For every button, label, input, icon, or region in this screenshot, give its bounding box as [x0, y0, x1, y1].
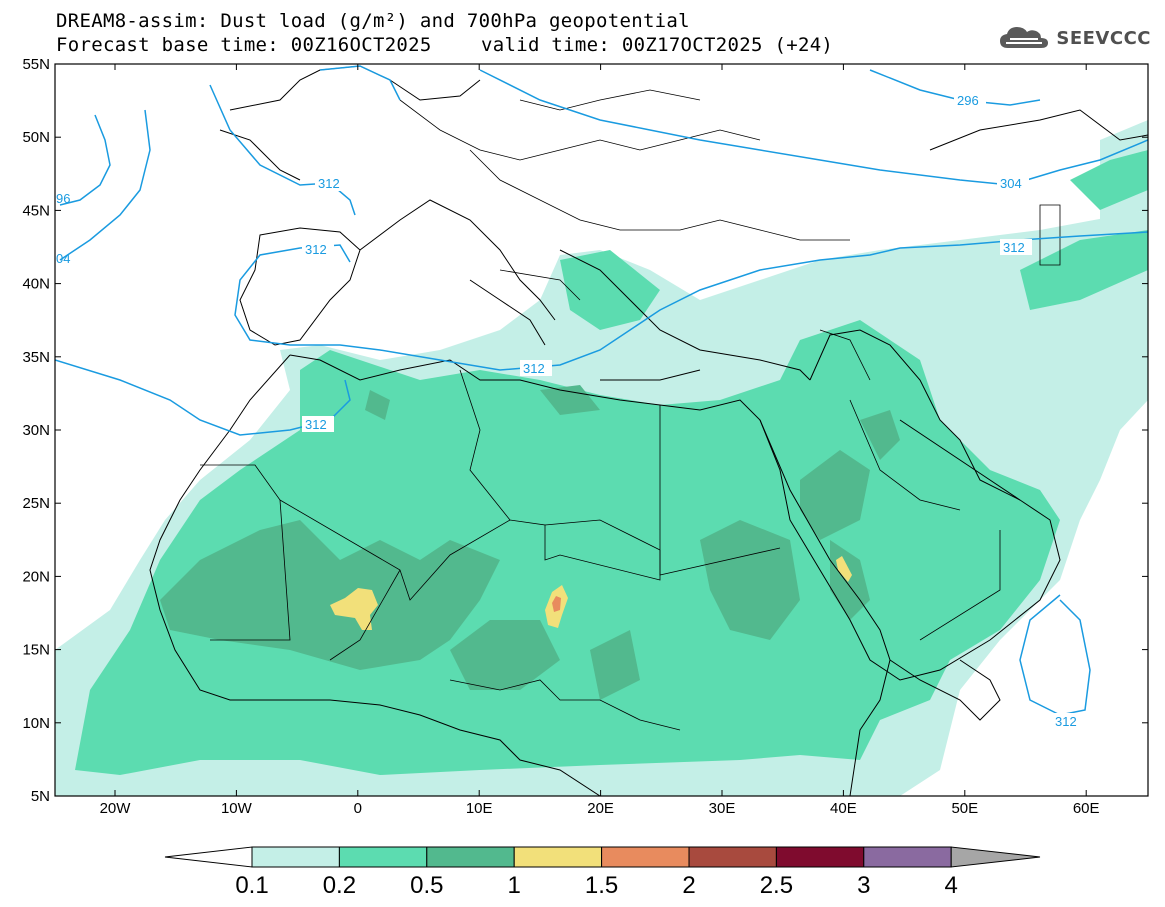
colorbar-swatch — [426, 846, 515, 868]
lat-tick-label: 30N — [22, 422, 50, 439]
colorbar-swatch — [863, 846, 952, 868]
cloud-icon — [1000, 27, 1049, 48]
contour-label: 312 — [305, 242, 327, 257]
contour-label: 312 — [1055, 714, 1077, 729]
longitude-axis: 20W 10W 0 10E 20E 30E 40E 50E 60E — [100, 64, 1100, 817]
colorbar-tick-label: 2.5 — [760, 872, 793, 899]
colorbar-tick-label: 1.5 — [585, 872, 618, 899]
colorbar-tick-label: 2 — [682, 872, 695, 899]
lat-tick-label: 35N — [22, 349, 50, 366]
lon-tick-label: 50E — [951, 800, 978, 817]
dust-layer-1 — [330, 556, 852, 630]
colorbar-swatch — [513, 846, 603, 868]
forecast-times: Forecast base time: 00Z16OCT2025 valid ti… — [56, 34, 833, 56]
contour-label: 312 — [305, 417, 327, 432]
lon-tick-label: 30E — [709, 800, 736, 817]
lat-tick-label: 10N — [22, 715, 50, 732]
base-time: Forecast base time: 00Z16OCT2025 — [56, 34, 432, 56]
lon-tick-label: 20E — [587, 800, 614, 817]
colorbar-tick-label: 1 — [508, 872, 521, 899]
seevccc-logo: SEEVCCC — [998, 24, 1151, 52]
latitude-axis: 55N 50N 45N 40N 35N 30N 25N 20N 15N 10N 5N — [22, 56, 1148, 805]
colorbar-lower-arrow — [164, 846, 253, 868]
colorbar-tick-label: 3 — [857, 872, 870, 899]
lon-tick-label: 20W — [100, 800, 132, 817]
contour-label: 312 — [318, 176, 340, 191]
colorbar-tick-label: 0.2 — [323, 872, 356, 899]
contour-label: 312 — [523, 361, 545, 376]
map-title: DREAM8-assim: Dust load (g/m²) and 700hP… — [56, 10, 690, 32]
lon-tick-label: 0 — [354, 800, 362, 817]
contour-label: 296 — [957, 93, 979, 108]
contour-label: 04 — [56, 251, 70, 266]
lon-tick-label: 10E — [466, 800, 493, 817]
colorbar-swatch — [601, 846, 690, 868]
colorbar-upper-arrow — [950, 846, 1041, 868]
lat-tick-label: 5N — [31, 788, 50, 805]
contour-label: 304 — [1000, 176, 1022, 191]
lat-tick-label: 40N — [22, 276, 50, 293]
lon-tick-label: 60E — [1073, 800, 1100, 817]
colorbar-swatch — [251, 846, 340, 868]
logo-text: SEEVCCC — [1056, 27, 1151, 49]
colorbar-tick-label: 0.5 — [410, 872, 443, 899]
valid-time: valid time: 00Z17OCT2025 (+24) — [481, 34, 834, 56]
colorbar-tick-label: 0.1 — [235, 872, 268, 899]
map-layers: 296 304 312 312 312 312 312 312 96 04 — [55, 65, 1148, 796]
lat-tick-label: 55N — [22, 56, 50, 73]
lat-tick-label: 25N — [22, 495, 50, 512]
lat-tick-label: 15N — [22, 642, 50, 659]
colorbar-swatch — [688, 846, 777, 868]
dust-layer-0-5 — [160, 385, 900, 700]
lon-tick-label: 10W — [221, 800, 253, 817]
dust-layer-1-5 — [552, 596, 561, 612]
country-borders — [200, 89, 1061, 731]
contour-labels: 296 304 312 312 312 312 312 312 96 04 — [56, 92, 1084, 729]
colorbar: 0.1 0.2 0.5 1 1.5 2 2.5 3 4 — [164, 846, 1041, 899]
lat-tick-label: 20N — [22, 568, 50, 585]
colorbar-tick-label: 4 — [945, 872, 958, 899]
contour-label: 96 — [56, 191, 70, 206]
colorbar-swatch — [338, 846, 428, 868]
lat-tick-label: 50N — [22, 129, 50, 146]
lat-tick-label: 45N — [22, 202, 50, 219]
lon-tick-label: 40E — [830, 800, 857, 817]
dust-layer-0-2 — [75, 150, 1148, 775]
colorbar-swatch — [775, 846, 865, 868]
contour-label: 312 — [1003, 240, 1025, 255]
